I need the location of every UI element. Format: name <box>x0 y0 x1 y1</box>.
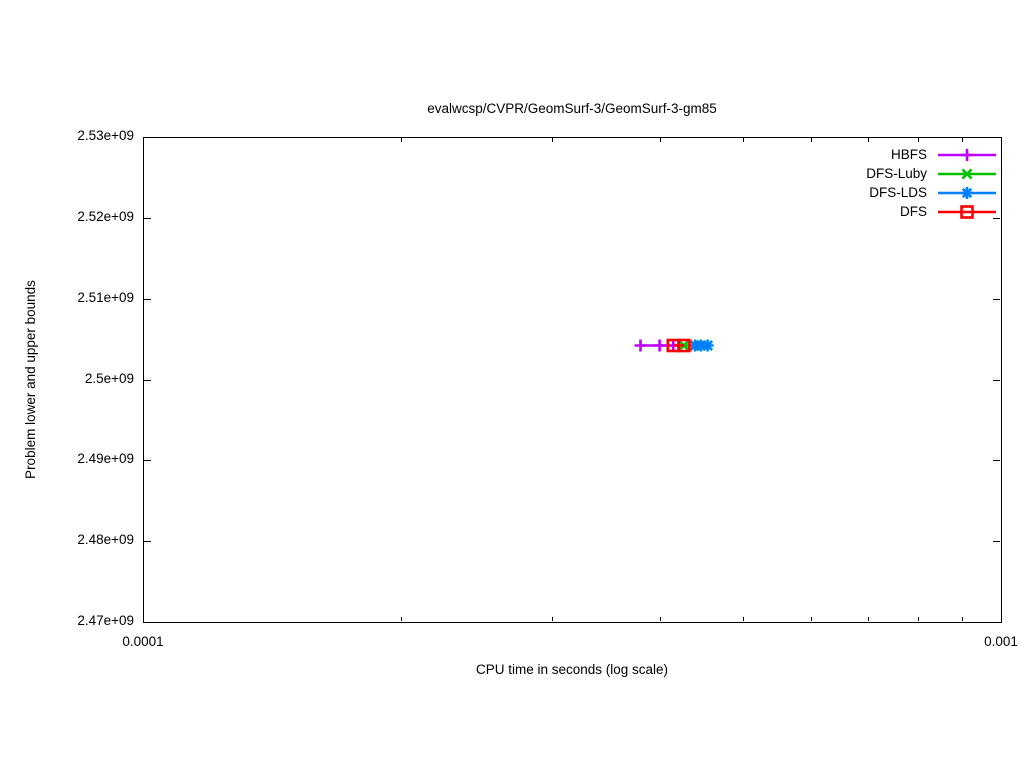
y-tick-label: 2.5e+09 <box>84 370 134 386</box>
x-axis-title: CPU time in seconds (log scale) <box>475 662 669 677</box>
y-tick-label: 2.47e+09 <box>77 613 134 628</box>
legend-sample-plus-icon <box>938 148 996 161</box>
legend-item-dfs-luby: DFS-Luby <box>767 164 997 183</box>
legend-label: DFS <box>900 204 927 219</box>
legend-label: HBFS <box>890 147 927 162</box>
legend-label: DFS-Luby <box>866 166 927 181</box>
legend: HBFS DFS-Luby DFS-LDS DFS <box>767 145 997 221</box>
legend-sample-square-open-icon <box>938 204 996 219</box>
x-tick-label: 0.0001 <box>122 634 164 649</box>
y-tick-label: 2.48e+09 <box>77 532 134 548</box>
legend-item-dfs-lds: DFS-LDS <box>767 183 997 202</box>
y-tick-label: 2.53e+09 <box>77 128 134 143</box>
chart-title: evalwcsp/CVPR/GeomSurf-3/GeomSurf-3-gm85 <box>427 101 717 116</box>
legend-label: DFS-LDS <box>869 185 927 200</box>
y-tick-label: 2.52e+09 <box>77 208 134 224</box>
legend-item-hbfs: HBFS <box>767 145 997 164</box>
x-tick-label: 0.001 <box>984 634 1018 649</box>
legend-sample-asterisk-icon <box>938 186 996 199</box>
legend-sample-x-icon <box>938 167 996 180</box>
legend-item-dfs: DFS <box>767 202 997 221</box>
y-tick-label: 2.51e+09 <box>77 289 134 305</box>
y-tick-label: 2.49e+09 <box>77 451 134 467</box>
